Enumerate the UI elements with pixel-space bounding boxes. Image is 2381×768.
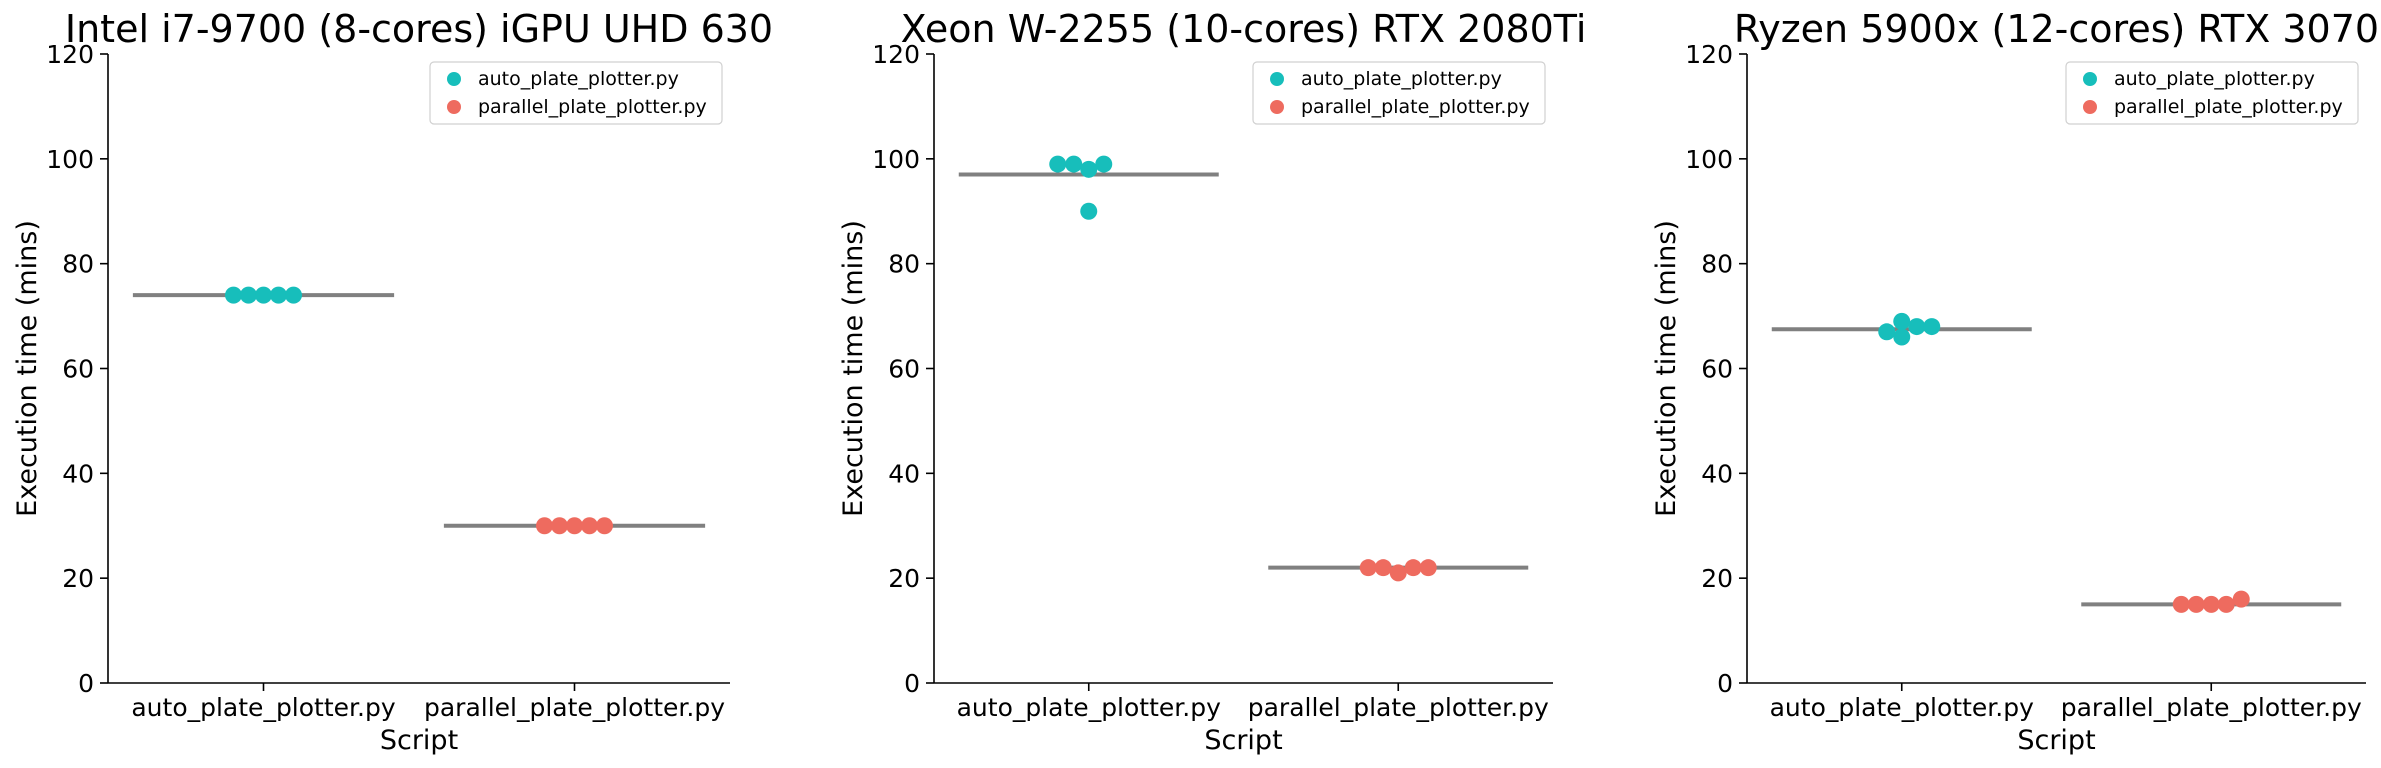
legend-marker-1 [447,72,461,86]
y-tick-label: 80 [1701,250,1733,279]
legend-entry-2: parallel_plate_plotter.py [2114,96,2343,118]
y-tick-label: 60 [1701,355,1733,384]
data-point-1-2 [1893,312,1911,330]
data-point-2-2 [2187,595,2205,613]
data-point-2-4 [1404,559,1422,577]
y-axis-label: Execution time (mins) [12,220,43,517]
data-point-1-5 [285,286,302,304]
x-tick-label: auto_plate_plotter.py [1770,693,2034,722]
x-axis-label: Script [1204,725,1282,756]
data-point-1-2 [1065,155,1083,173]
y-tick-label: 80 [888,250,920,279]
data-point-2-1 [536,517,553,535]
y-tick-label: 40 [1701,459,1733,488]
y-tick-label: 120 [872,40,920,69]
legend-marker-2 [2083,100,2097,114]
y-tick-label: 20 [62,564,94,593]
data-point-2-3 [566,517,583,535]
y-tick-label: 100 [872,145,920,174]
y-tick-label: 60 [888,355,920,384]
data-point-1-5 [1080,202,1098,220]
chart-title: Xeon W-2255 (10-cores) RTX 2080Ti [901,7,1587,51]
x-tick-label: parallel_plate_plotter.py [424,693,725,722]
y-tick-label: 100 [1685,145,1733,174]
data-point-2-3 [2202,595,2220,613]
y-tick-label: 0 [78,669,94,698]
data-point-1-1 [1878,323,1896,341]
x-tick-label: parallel_plate_plotter.py [1248,693,1549,722]
y-tick-label: 20 [888,564,920,593]
y-tick-label: 120 [46,40,94,69]
x-axis-label: Script [2017,725,2095,756]
legend-entry-1: auto_plate_plotter.py [2114,68,2315,90]
legend-marker-2 [1270,100,1284,114]
legend: auto_plate_plotter.py parallel_plate_plot… [2065,61,2359,125]
data-point-2-2 [1374,559,1392,577]
legend-box [429,61,723,125]
x-tick-label: parallel_plate_plotter.py [2061,693,2362,722]
chart-panel-3: Ryzen 5900x (12-cores) RTX 3070 0 20 40 60 80… [1651,7,2379,756]
y-tick-label: 120 [1685,40,1733,69]
data-point-1-3 [1080,160,1098,178]
data-point-2-4 [2217,595,2235,613]
data-point-1-5 [1923,318,1941,336]
legend-box [2065,61,2359,125]
y-axis-label: Execution time (mins) [838,220,869,517]
legend-entry-2: parallel_plate_plotter.py [1301,96,1530,118]
data-point-1-1 [1049,155,1067,173]
legend-entry-1: auto_plate_plotter.py [478,68,679,90]
x-tick-label: auto_plate_plotter.py [131,693,395,722]
y-tick-label: 100 [46,145,94,174]
data-point-1-3 [1893,328,1911,346]
legend-entry-2: parallel_plate_plotter.py [478,96,707,118]
data-point-1-1 [225,286,242,304]
data-point-1-4 [1908,318,1926,336]
y-tick-label: 0 [1717,669,1733,698]
legend: auto_plate_plotter.py parallel_plate_plot… [429,61,723,125]
legend-entry-1: auto_plate_plotter.py [1301,68,1502,90]
legend-marker-1 [1270,72,1284,86]
y-tick-label: 20 [1701,564,1733,593]
data-point-1-4 [270,286,287,304]
legend-marker-2 [447,100,461,114]
legend: auto_plate_plotter.py parallel_plate_plot… [1252,61,1546,125]
chart-title: Ryzen 5900x (12-cores) RTX 3070 [1734,7,2379,51]
x-axis-label: Script [380,725,458,756]
y-tick-label: 80 [62,250,94,279]
data-point-2-1 [2172,595,2190,613]
y-tick-label: 40 [62,459,94,488]
data-point-1-3 [255,286,272,304]
y-tick-label: 60 [62,355,94,384]
x-tick-label: auto_plate_plotter.py [957,693,1221,722]
data-point-2-5 [1419,559,1437,577]
legend-box [1252,61,1546,125]
data-point-2-3 [1389,564,1407,582]
y-tick-label: 0 [904,669,920,698]
data-point-2-5 [596,517,613,535]
data-point-2-2 [551,517,568,535]
chart-title: Intel i7-9700 (8-cores) iGPU UHD 630 [65,7,773,51]
data-point-1-4 [1095,155,1113,173]
data-point-1-2 [240,286,257,304]
legend-marker-1 [2083,72,2097,86]
data-point-2-5 [2232,590,2250,608]
y-tick-label: 40 [888,459,920,488]
y-axis-label: Execution time (mins) [1651,220,1682,517]
chart-panel-1: Intel i7-9700 (8-cores) iGPU UHD 630 0 20 4… [12,7,773,756]
data-point-2-4 [581,517,598,535]
data-point-2-1 [1359,559,1377,577]
chart-panel-2: Xeon W-2255 (10-cores) RTX 2080Ti 0 20 40 60… [838,7,1586,756]
